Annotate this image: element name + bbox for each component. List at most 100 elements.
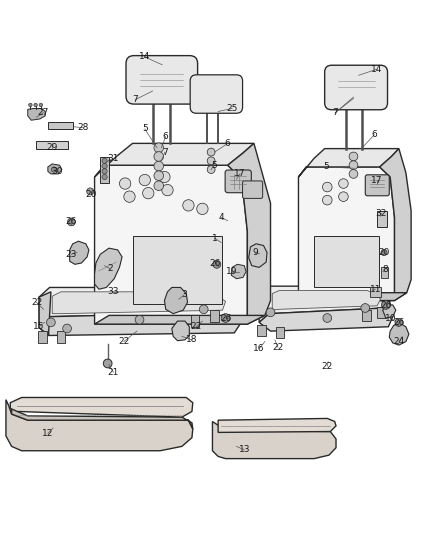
- Circle shape: [266, 308, 275, 317]
- Circle shape: [339, 179, 348, 188]
- Circle shape: [46, 318, 55, 327]
- Text: 20: 20: [378, 248, 390, 257]
- Circle shape: [102, 169, 107, 174]
- Circle shape: [213, 261, 221, 268]
- Circle shape: [349, 161, 358, 169]
- Polygon shape: [95, 165, 247, 324]
- Circle shape: [395, 318, 403, 326]
- Text: 23: 23: [66, 250, 77, 259]
- Circle shape: [221, 313, 230, 322]
- Bar: [370, 287, 381, 297]
- Bar: [377, 211, 387, 227]
- Text: 9: 9: [252, 248, 258, 257]
- Circle shape: [124, 191, 135, 203]
- Circle shape: [154, 181, 163, 190]
- Polygon shape: [259, 298, 394, 331]
- Text: 25: 25: [226, 104, 238, 113]
- Circle shape: [339, 192, 348, 201]
- Polygon shape: [52, 292, 226, 313]
- Polygon shape: [6, 400, 193, 451]
- Polygon shape: [231, 264, 246, 279]
- Text: 21: 21: [108, 368, 119, 377]
- Polygon shape: [164, 287, 187, 313]
- Text: 18: 18: [186, 335, 198, 344]
- Circle shape: [135, 316, 144, 324]
- Bar: [48, 122, 73, 130]
- Circle shape: [183, 200, 194, 211]
- Text: 16: 16: [254, 344, 265, 353]
- Text: 26: 26: [380, 301, 392, 310]
- Circle shape: [381, 249, 387, 256]
- Polygon shape: [218, 418, 336, 432]
- Text: 22: 22: [321, 361, 333, 370]
- Text: 26: 26: [393, 318, 405, 327]
- FancyBboxPatch shape: [126, 55, 198, 104]
- FancyBboxPatch shape: [225, 170, 251, 193]
- Text: 5: 5: [211, 161, 217, 169]
- Circle shape: [207, 148, 215, 156]
- Polygon shape: [249, 244, 267, 268]
- Circle shape: [28, 103, 32, 107]
- Text: 10: 10: [385, 313, 396, 322]
- Bar: [210, 310, 219, 322]
- Circle shape: [154, 161, 163, 171]
- Text: 28: 28: [77, 123, 88, 132]
- Circle shape: [143, 188, 154, 199]
- Circle shape: [139, 174, 150, 185]
- Polygon shape: [298, 149, 399, 177]
- Circle shape: [349, 169, 358, 179]
- Text: 22: 22: [191, 322, 202, 331]
- Polygon shape: [70, 241, 89, 264]
- Circle shape: [154, 143, 163, 152]
- Text: 29: 29: [46, 143, 58, 152]
- Polygon shape: [383, 305, 396, 318]
- Polygon shape: [95, 248, 122, 289]
- FancyBboxPatch shape: [365, 175, 389, 196]
- Bar: [381, 268, 389, 278]
- Polygon shape: [11, 398, 193, 417]
- Text: 6: 6: [225, 139, 231, 148]
- Polygon shape: [389, 323, 409, 345]
- Text: 26: 26: [220, 313, 231, 322]
- Circle shape: [361, 304, 370, 312]
- Circle shape: [199, 305, 208, 313]
- Circle shape: [322, 195, 332, 205]
- Circle shape: [51, 167, 57, 172]
- Polygon shape: [12, 406, 193, 429]
- Text: 13: 13: [239, 446, 250, 454]
- Bar: [100, 157, 109, 183]
- Text: 22: 22: [118, 337, 130, 346]
- Bar: [276, 327, 285, 338]
- Text: 31: 31: [108, 154, 119, 163]
- Text: 20: 20: [86, 190, 97, 199]
- Text: 12: 12: [42, 429, 53, 438]
- Circle shape: [154, 152, 163, 161]
- Circle shape: [67, 218, 75, 226]
- Circle shape: [154, 171, 163, 181]
- Bar: [57, 331, 65, 343]
- Circle shape: [63, 324, 71, 333]
- Circle shape: [349, 152, 358, 161]
- Bar: [377, 306, 386, 318]
- Polygon shape: [298, 293, 407, 301]
- Circle shape: [162, 184, 173, 196]
- Circle shape: [34, 103, 37, 107]
- Circle shape: [322, 182, 332, 192]
- Bar: [258, 326, 266, 336]
- Text: 7: 7: [162, 148, 168, 157]
- Polygon shape: [228, 143, 271, 324]
- Bar: [362, 310, 371, 321]
- FancyBboxPatch shape: [314, 236, 379, 287]
- Bar: [191, 314, 199, 327]
- Circle shape: [103, 359, 112, 368]
- Text: 2: 2: [107, 264, 113, 273]
- Circle shape: [381, 301, 390, 309]
- Text: 8: 8: [382, 265, 388, 274]
- Text: 14: 14: [371, 64, 383, 74]
- Polygon shape: [95, 143, 254, 177]
- Text: 6: 6: [371, 130, 377, 139]
- Text: 32: 32: [376, 209, 387, 218]
- Circle shape: [102, 158, 107, 164]
- Text: 26: 26: [210, 259, 221, 268]
- Text: 30: 30: [51, 167, 62, 176]
